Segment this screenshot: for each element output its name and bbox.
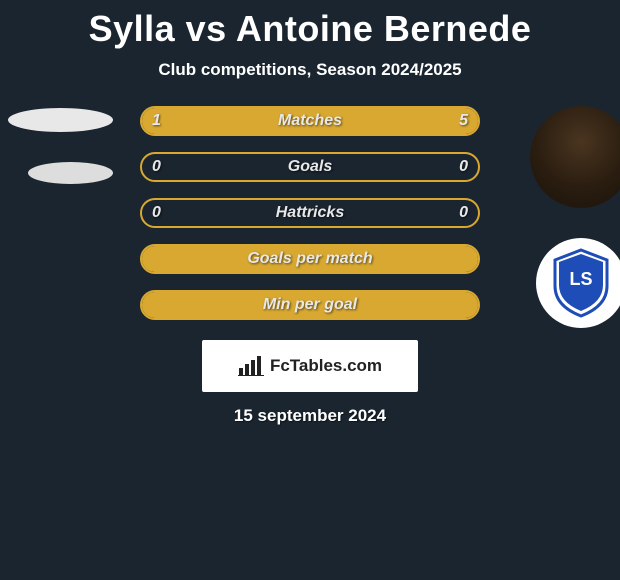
- watermark-text: FcTables.com: [270, 356, 382, 376]
- stat-row: 00Goals: [140, 152, 480, 182]
- player-left-club-placeholder: [28, 162, 113, 184]
- stat-label: Min per goal: [142, 292, 478, 318]
- stat-row: Goals per match: [140, 244, 480, 274]
- stat-row: Min per goal: [140, 290, 480, 320]
- stat-row: 15Matches: [140, 106, 480, 136]
- watermark: FcTables.com: [202, 340, 418, 392]
- stat-label: Goals: [142, 154, 478, 180]
- stat-label: Matches: [142, 108, 478, 134]
- page-title: Sylla vs Antoine Bernede: [0, 0, 620, 50]
- player-left-avatar-placeholder: [8, 108, 113, 132]
- player-right-club-badge: LS: [536, 238, 620, 328]
- svg-text:LS: LS: [569, 269, 592, 289]
- stat-row: 00Hattricks: [140, 198, 480, 228]
- lausanne-sport-icon: LS: [550, 248, 612, 318]
- player-right-avatar: [530, 106, 620, 208]
- subtitle: Club competitions, Season 2024/2025: [0, 60, 620, 80]
- stat-bars: 15Matches 00Goals 00Hattricks Goals per mat…: [140, 106, 480, 336]
- stat-label: Hattricks: [142, 200, 478, 226]
- comparison-area: LS 15Matches 00Goals 00Hattricks Goals per …: [0, 108, 620, 328]
- stat-label: Goals per match: [142, 246, 478, 272]
- date-label: 15 september 2024: [0, 406, 620, 426]
- bar-chart-icon: [238, 356, 264, 376]
